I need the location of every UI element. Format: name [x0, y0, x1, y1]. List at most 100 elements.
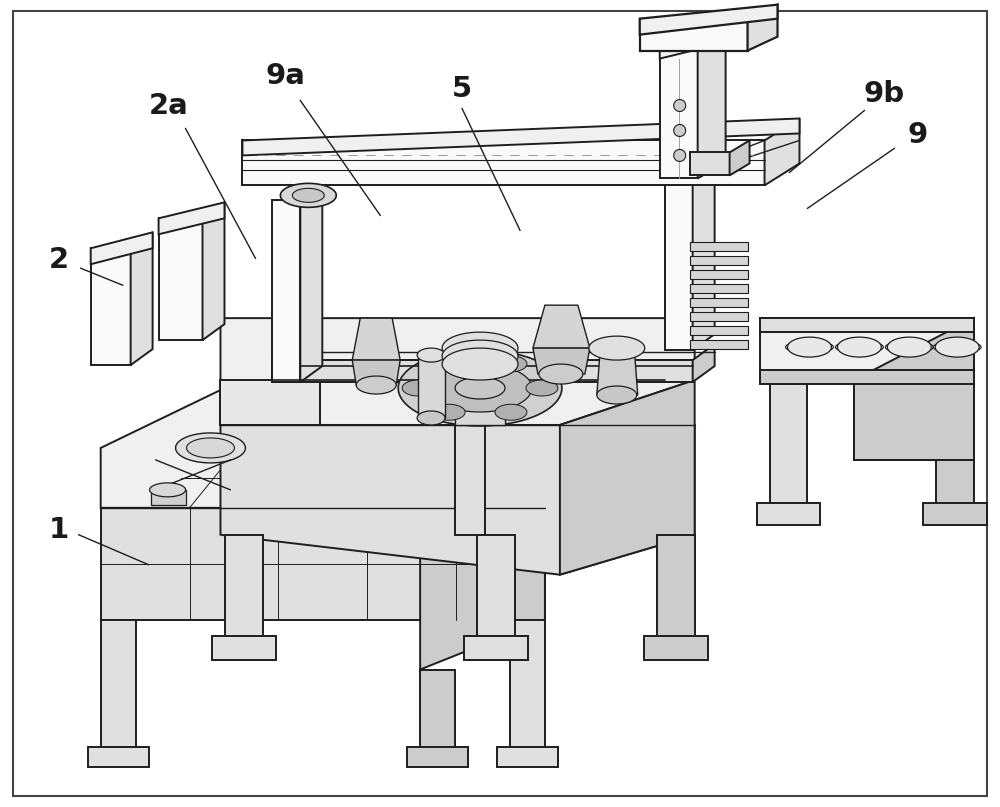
Polygon shape [690, 326, 748, 335]
Polygon shape [674, 149, 686, 161]
Text: 1: 1 [49, 516, 69, 544]
Polygon shape [417, 348, 445, 362]
Polygon shape [352, 360, 400, 385]
Polygon shape [690, 242, 748, 251]
Polygon shape [495, 404, 527, 420]
Text: 2a: 2a [149, 91, 188, 119]
Polygon shape [272, 200, 300, 382]
Polygon shape [533, 348, 590, 374]
Polygon shape [526, 380, 558, 396]
Polygon shape [657, 535, 695, 647]
Polygon shape [837, 337, 881, 357]
Polygon shape [292, 188, 324, 203]
Polygon shape [91, 249, 131, 365]
Text: 5: 5 [452, 74, 472, 102]
Polygon shape [690, 312, 748, 321]
Polygon shape [101, 508, 545, 620]
Polygon shape [187, 438, 234, 458]
Polygon shape [402, 380, 434, 396]
Polygon shape [220, 425, 695, 575]
Polygon shape [458, 378, 502, 398]
Text: 9b: 9b [864, 80, 905, 107]
Polygon shape [225, 535, 263, 647]
Polygon shape [442, 340, 518, 372]
Polygon shape [417, 411, 445, 425]
Polygon shape [420, 670, 455, 759]
Polygon shape [420, 390, 545, 670]
Polygon shape [242, 140, 765, 186]
Text: 9a: 9a [265, 61, 305, 90]
Polygon shape [159, 219, 203, 340]
Polygon shape [131, 232, 153, 365]
Polygon shape [495, 356, 527, 372]
Polygon shape [242, 119, 799, 156]
Polygon shape [674, 99, 686, 111]
Polygon shape [693, 344, 715, 382]
Polygon shape [854, 380, 974, 460]
Text: 2: 2 [49, 246, 69, 274]
Polygon shape [660, 27, 726, 59]
Polygon shape [101, 390, 545, 508]
Polygon shape [640, 19, 748, 51]
Polygon shape [923, 503, 987, 525]
Polygon shape [477, 535, 515, 647]
Polygon shape [539, 364, 583, 384]
Polygon shape [272, 360, 693, 382]
Polygon shape [220, 380, 320, 425]
Text: 9: 9 [907, 122, 927, 149]
Polygon shape [510, 620, 545, 759]
Polygon shape [352, 318, 400, 360]
Polygon shape [464, 636, 528, 659]
Polygon shape [589, 337, 645, 360]
Polygon shape [690, 284, 748, 293]
Polygon shape [788, 337, 831, 357]
Polygon shape [765, 119, 799, 186]
Polygon shape [455, 388, 505, 425]
Polygon shape [159, 203, 224, 234]
Polygon shape [935, 337, 979, 357]
Polygon shape [407, 747, 468, 767]
Polygon shape [690, 298, 748, 307]
Polygon shape [936, 384, 974, 515]
Polygon shape [660, 43, 698, 178]
Polygon shape [398, 350, 562, 426]
Polygon shape [455, 425, 485, 535]
Polygon shape [560, 380, 695, 575]
Polygon shape [151, 490, 186, 505]
Polygon shape [533, 305, 590, 348]
Polygon shape [665, 169, 693, 350]
Polygon shape [644, 636, 708, 659]
Polygon shape [690, 257, 748, 266]
Polygon shape [698, 27, 726, 178]
Polygon shape [455, 377, 505, 399]
Polygon shape [597, 355, 638, 395]
Polygon shape [433, 404, 465, 420]
Polygon shape [640, 5, 778, 35]
Polygon shape [212, 636, 276, 659]
Polygon shape [854, 318, 974, 460]
Polygon shape [597, 386, 637, 404]
Polygon shape [220, 318, 695, 425]
Polygon shape [770, 384, 807, 515]
Polygon shape [497, 747, 558, 767]
Polygon shape [690, 340, 748, 349]
Polygon shape [760, 318, 974, 332]
Polygon shape [786, 341, 833, 353]
Polygon shape [176, 433, 245, 463]
Polygon shape [101, 620, 136, 759]
Polygon shape [760, 318, 974, 380]
Polygon shape [91, 232, 153, 264]
Polygon shape [428, 364, 532, 412]
Polygon shape [442, 348, 518, 380]
Polygon shape [835, 341, 883, 353]
Polygon shape [433, 356, 465, 372]
Polygon shape [748, 5, 778, 51]
Polygon shape [300, 184, 322, 382]
Polygon shape [442, 332, 518, 364]
Polygon shape [690, 153, 730, 175]
Polygon shape [757, 503, 820, 525]
Polygon shape [418, 355, 445, 418]
Polygon shape [933, 341, 981, 353]
Polygon shape [760, 370, 974, 384]
Polygon shape [730, 140, 750, 175]
